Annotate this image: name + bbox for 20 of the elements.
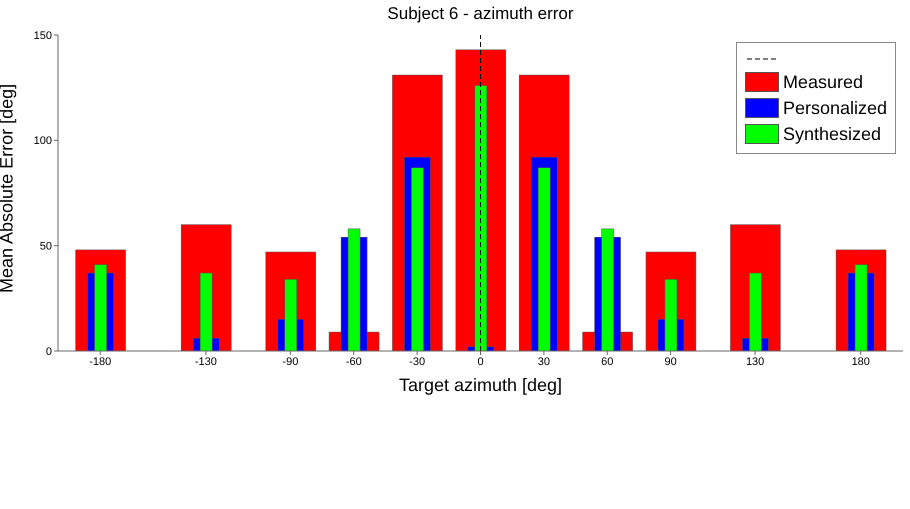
x-tick-label: 90 <box>664 356 677 368</box>
x-tick-label: -30 <box>409 356 426 368</box>
legend-label: Measured <box>782 72 863 92</box>
chart-title: Subject 6 - azimuth error <box>386 4 575 24</box>
x-tick-label: 180 <box>852 356 870 368</box>
x-axis-title: Target azimuth [deg] <box>398 375 562 395</box>
x-tick-label: -90 <box>282 356 298 368</box>
legend-label: Personalized <box>782 98 887 118</box>
x-tick-label: 0 <box>477 356 484 368</box>
x-tick-label: 30 <box>538 356 550 368</box>
x-tick-label: 60 <box>601 356 614 368</box>
x-tick-label: 130 <box>746 356 764 368</box>
y-tick-label: 100 <box>34 135 52 148</box>
x-tick-label: -180 <box>89 356 112 368</box>
legend-label: Synthesized <box>782 124 881 144</box>
y-tick-label: 50 <box>40 240 52 253</box>
y-tick-label: 0 <box>46 346 52 358</box>
x-tick-label: -130 <box>194 356 217 368</box>
y-tick-label: 150 <box>34 30 52 42</box>
x-tick-label: -60 <box>346 356 362 368</box>
